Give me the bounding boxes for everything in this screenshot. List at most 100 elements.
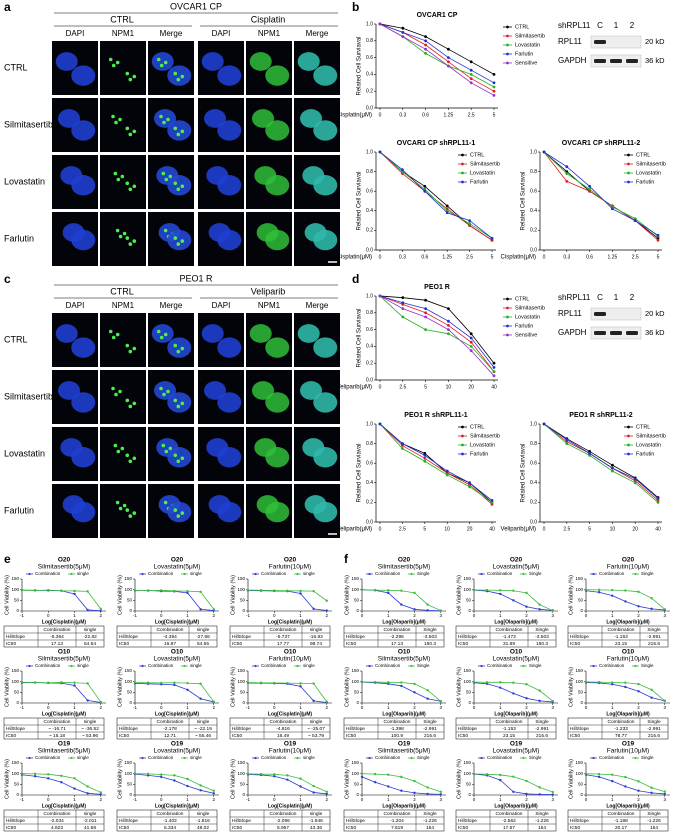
data-point xyxy=(387,785,390,788)
chart-subtitle: Lovastatin(5μM) xyxy=(154,656,201,663)
data-point xyxy=(469,336,473,340)
x-tick-label: 0 xyxy=(473,613,476,618)
data-point xyxy=(663,792,666,796)
data-point xyxy=(401,307,405,310)
legend-marker xyxy=(627,452,630,456)
legend-marker xyxy=(254,756,257,760)
data-point xyxy=(424,298,427,302)
y-tick-label: 100 xyxy=(11,679,19,684)
chart-title: O10 xyxy=(510,649,523,656)
data-point xyxy=(499,681,502,684)
data-point xyxy=(468,222,471,225)
x-tick-label: -1 xyxy=(246,797,250,802)
channel-label: NPM1 xyxy=(112,301,135,310)
x-tick-label: 1 xyxy=(611,705,614,710)
data-point xyxy=(611,683,614,686)
legend-marker xyxy=(592,664,595,668)
table-header: Single xyxy=(535,627,549,633)
table-row-label: HillSlope xyxy=(6,634,25,640)
data-point xyxy=(424,307,427,310)
data-point xyxy=(551,609,554,612)
nucleus-merge xyxy=(297,52,320,71)
table-row-label: IC50 xyxy=(346,733,356,739)
legend-marker xyxy=(506,61,509,65)
x-tick-label: 5 xyxy=(588,526,591,532)
series-line xyxy=(379,295,495,372)
band-size: 36 kD xyxy=(645,328,665,337)
x-axis-label: Log[Cisplatin](μM) xyxy=(268,711,312,717)
nucleolus xyxy=(173,398,178,403)
legend-label: Lovastatin xyxy=(636,170,661,176)
table-cell: 31.89 xyxy=(503,641,515,647)
nucleus xyxy=(71,65,96,86)
table-row-label: IC50 xyxy=(570,641,580,647)
y-axis-label: Cell Viability (%) xyxy=(4,759,10,799)
table-row-label: IC50 xyxy=(458,733,468,739)
chart-title: O20 xyxy=(58,557,71,564)
table-cell: 5.957 xyxy=(277,825,289,831)
nucleus-merge xyxy=(313,120,338,141)
data-point xyxy=(490,502,494,506)
data-point xyxy=(656,497,660,500)
data-point xyxy=(468,483,471,487)
legend-marker xyxy=(480,664,483,668)
x-tick-label: 1.25 xyxy=(608,254,618,260)
data-point xyxy=(378,22,382,26)
legend-label: CTRL xyxy=(470,152,484,158)
panel-label: e xyxy=(4,552,11,566)
data-point xyxy=(47,777,50,780)
x-tick-label: 0 xyxy=(47,705,50,710)
data-point xyxy=(650,688,653,691)
data-point xyxy=(656,238,660,242)
blot-header: shRPL11 xyxy=(558,293,591,302)
table-cell: -1.226 xyxy=(423,818,437,824)
chart-subtitle: Farlutin(10μM) xyxy=(269,564,311,571)
nucleolus xyxy=(180,129,185,134)
legend-marker xyxy=(70,572,73,576)
chart-title: O10 xyxy=(58,649,71,656)
chart-title: O20 xyxy=(398,557,411,564)
data-point xyxy=(401,31,405,34)
legend-marker xyxy=(410,756,413,760)
data-point xyxy=(401,301,405,305)
legend-label: Silmitasertib xyxy=(515,33,545,39)
lane-label: 1 xyxy=(614,21,619,30)
legend-marker xyxy=(506,333,509,337)
legend-label: Combination xyxy=(35,571,61,576)
x-tick-label: 3 xyxy=(439,613,442,618)
data-point xyxy=(551,793,554,796)
data-point xyxy=(472,680,476,684)
data-point xyxy=(413,691,416,694)
data-point xyxy=(423,452,427,455)
data-point xyxy=(439,700,442,703)
nucleolus xyxy=(128,187,133,192)
data-point xyxy=(325,700,328,703)
nucleolus xyxy=(159,63,164,68)
table-cell: -3.503 xyxy=(423,634,437,640)
y-tick-label: 150 xyxy=(463,576,471,581)
nucleolus xyxy=(162,120,166,125)
x-tick-label: 2 xyxy=(325,797,328,802)
panel-label: b xyxy=(352,0,359,14)
fit-line xyxy=(21,681,102,703)
nucleolus xyxy=(132,239,137,243)
table-row-label: IC50 xyxy=(119,825,129,831)
legend-marker xyxy=(183,664,186,668)
x-tick-label: 1 xyxy=(186,705,189,710)
nucleolus xyxy=(115,332,120,337)
legend-marker xyxy=(70,664,73,668)
data-point xyxy=(499,686,502,689)
table-header: Single xyxy=(423,627,437,633)
data-point xyxy=(286,589,289,592)
y-tick-label: 0 xyxy=(16,700,19,705)
nucleus xyxy=(217,337,242,358)
data-point xyxy=(485,773,489,776)
table-row-label: IC50 xyxy=(458,825,468,831)
legend-marker xyxy=(461,162,464,166)
data-point xyxy=(426,603,429,606)
legend-label: Farlutin xyxy=(636,179,654,185)
x-axis-label: Veliparib(μM) xyxy=(337,385,372,391)
x-axis-label: Log[Olaparib](μM) xyxy=(606,803,650,809)
data-point xyxy=(597,680,601,684)
data-point xyxy=(401,296,405,300)
